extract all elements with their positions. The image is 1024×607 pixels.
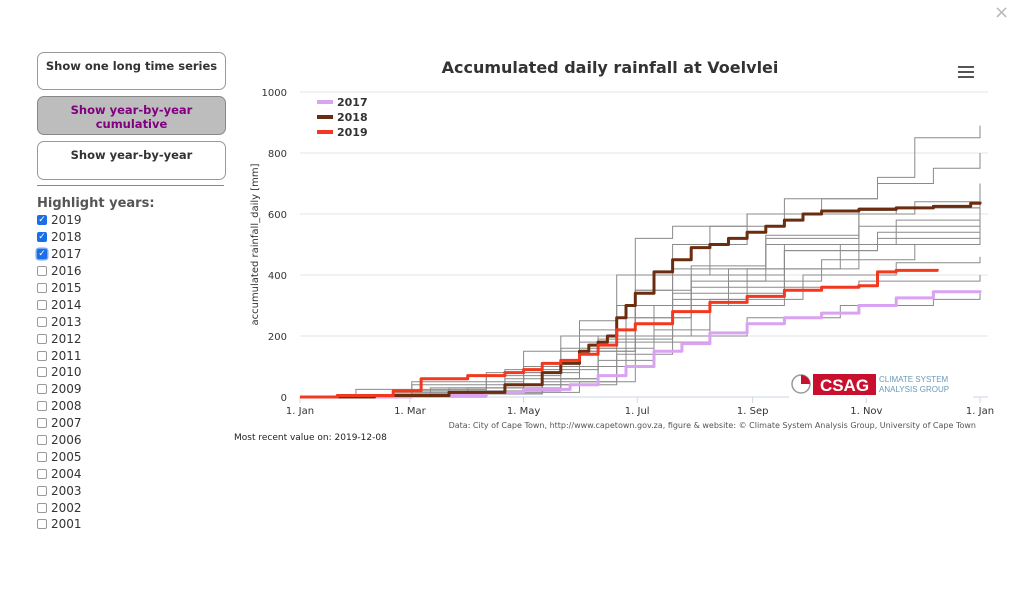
- year-label: 2013: [51, 314, 82, 329]
- chart-title: Accumulated daily rainfall at Voelvlei: [441, 58, 779, 77]
- year-label: 2006: [51, 433, 82, 448]
- series-line-other: [300, 226, 981, 398]
- legend-label-2018: 2018: [337, 111, 368, 124]
- x-tick-label: 1. Jan: [966, 406, 994, 417]
- year-option-2016[interactable]: 2016: [37, 263, 82, 280]
- year-checkbox-list: ✓ 2019 ✓ 2018 ✓ 2017 2016 2015 2014 2013 2012 2011 2…: [37, 212, 82, 533]
- year-label: 2004: [51, 466, 82, 481]
- series-line-2018: [300, 201, 982, 399]
- year-checkbox[interactable]: [37, 451, 47, 462]
- divider: [37, 185, 224, 186]
- series-line-2019: [300, 268, 939, 399]
- year-option-2015[interactable]: 2015: [37, 280, 82, 297]
- year-checkbox[interactable]: [37, 384, 47, 395]
- y-tick-label: 400: [268, 271, 287, 282]
- series-line-other: [300, 207, 981, 398]
- x-tick-label: 1. May: [507, 406, 540, 417]
- year-checkbox[interactable]: [37, 468, 47, 479]
- highlight-years-title: Highlight years:: [37, 196, 155, 211]
- year-label: 2009: [51, 382, 82, 397]
- year-option-2018[interactable]: ✓ 2018: [37, 229, 82, 246]
- close-icon[interactable]: ×: [994, 2, 1010, 23]
- series-line-other: [300, 125, 981, 398]
- year-checkbox[interactable]: [37, 401, 47, 412]
- series-line-other: [300, 220, 981, 398]
- most-recent-note: Most recent value on: 2019-12-08: [234, 433, 387, 443]
- y-tick-label: 800: [268, 149, 287, 160]
- x-tick-label: 1. Jan: [286, 406, 314, 417]
- year-checkbox[interactable]: [37, 418, 47, 429]
- year-label: 2011: [51, 348, 82, 363]
- logo-globe-icon: [801, 375, 810, 384]
- year-option-2007[interactable]: 2007: [37, 415, 82, 432]
- year-option-2012[interactable]: 2012: [37, 330, 82, 347]
- show-long-series-button[interactable]: Show one long time series: [37, 52, 226, 90]
- x-tick-label: 1. Sep: [737, 406, 769, 417]
- x-tick-label: 1. Mar: [394, 406, 426, 417]
- year-label: 2016: [51, 264, 82, 279]
- year-option-2019[interactable]: ✓ 2019: [37, 212, 82, 229]
- year-option-2008[interactable]: 2008: [37, 398, 82, 415]
- year-label: 2012: [51, 331, 82, 346]
- year-checkbox[interactable]: [37, 283, 47, 293]
- year-label: 2010: [51, 365, 82, 380]
- year-option-2004[interactable]: 2004: [37, 465, 82, 482]
- y-axis-label: accumulated rainfall_daily [mm]: [250, 163, 261, 325]
- y-tick-label: 600: [268, 210, 287, 221]
- year-option-2011[interactable]: 2011: [37, 347, 82, 364]
- year-checkbox[interactable]: ✓: [37, 214, 47, 226]
- year-option-2017[interactable]: ✓ 2017: [37, 246, 82, 263]
- year-checkbox[interactable]: [37, 502, 47, 513]
- data-credit: Data: City of Cape Town, http://www.cape…: [449, 421, 976, 430]
- year-option-2003[interactable]: 2003: [37, 482, 82, 499]
- year-option-2009[interactable]: 2009: [37, 381, 82, 398]
- year-label: 2007: [51, 416, 82, 431]
- year-label: 2001: [51, 517, 82, 532]
- x-tick-label: 1. Jul: [625, 406, 650, 417]
- year-checkbox[interactable]: [37, 266, 47, 277]
- year-option-2001[interactable]: 2001: [37, 516, 82, 533]
- logo-mark: CSAG: [820, 376, 869, 395]
- year-label: 2002: [51, 500, 82, 515]
- year-option-2013[interactable]: 2013: [37, 313, 82, 330]
- year-checkbox[interactable]: ✓: [37, 231, 47, 243]
- year-label: 2017: [51, 247, 82, 262]
- year-label: 2019: [51, 213, 82, 228]
- year-checkbox[interactable]: [37, 519, 47, 530]
- y-tick-label: 0: [281, 393, 287, 404]
- show-year-by-year-button[interactable]: Show year-by-year: [37, 141, 226, 180]
- chart-menu-icon[interactable]: [958, 66, 974, 81]
- year-option-2014[interactable]: 2014: [37, 296, 82, 313]
- year-checkbox[interactable]: [37, 333, 47, 344]
- year-label: 2005: [51, 449, 82, 464]
- year-option-2006[interactable]: 2006: [37, 432, 82, 449]
- year-checkbox[interactable]: [37, 367, 47, 378]
- legend-label-2019: 2019: [337, 126, 368, 139]
- y-tick-label: 1000: [262, 88, 287, 99]
- year-checkbox[interactable]: [37, 350, 47, 361]
- year-option-2010[interactable]: 2010: [37, 364, 82, 381]
- year-label: 2018: [51, 230, 82, 245]
- year-checkbox[interactable]: [37, 435, 47, 446]
- year-checkbox[interactable]: [37, 485, 47, 496]
- show-cumulative-button[interactable]: Show year-by-year cumulative: [37, 96, 226, 135]
- year-label: 2008: [51, 399, 82, 414]
- year-label: 2014: [51, 297, 82, 312]
- x-tick-label: 1. Nov: [850, 406, 882, 417]
- year-option-2005[interactable]: 2005: [37, 448, 82, 465]
- year-checkbox[interactable]: [37, 316, 47, 327]
- year-checkbox[interactable]: [37, 299, 47, 310]
- y-tick-label: 200: [268, 332, 287, 343]
- year-label: 2015: [51, 281, 82, 295]
- year-label: 2003: [51, 483, 82, 498]
- year-option-2002[interactable]: 2002: [37, 499, 82, 516]
- logo-line-1: CLIMATE SYSTEM: [879, 375, 949, 384]
- series-line-2017: [300, 290, 982, 399]
- year-checkbox[interactable]: ✓: [37, 248, 47, 260]
- logo-line-2: ANALYSIS GROUP: [879, 385, 949, 394]
- legend-label-2017: 2017: [337, 96, 368, 109]
- logo-mark-box: [813, 374, 876, 395]
